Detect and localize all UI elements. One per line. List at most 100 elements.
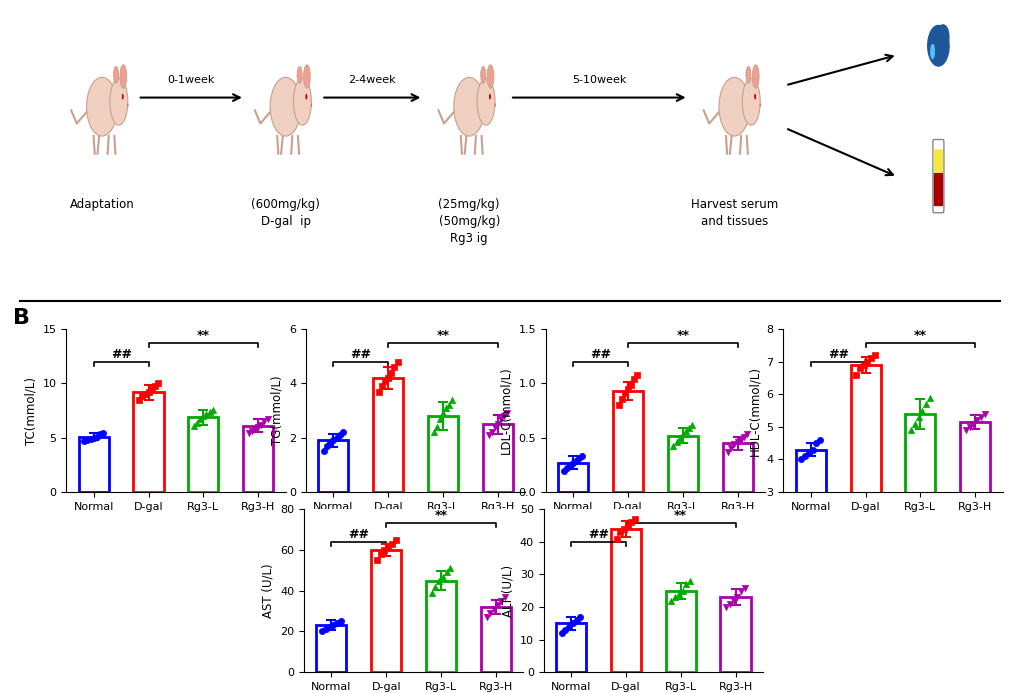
Point — [671, 432, 687, 444]
Point — [558, 463, 575, 474]
Point — [571, 453, 587, 464]
Point — [442, 563, 459, 574]
Point — [733, 585, 749, 596]
Ellipse shape — [293, 78, 311, 125]
Point — [623, 517, 639, 528]
Point — [425, 427, 441, 438]
Bar — [959, 422, 989, 590]
Point — [332, 616, 348, 627]
Bar — [243, 426, 273, 492]
Point — [83, 433, 99, 444]
Point — [804, 444, 820, 455]
Point — [492, 413, 508, 424]
Point — [968, 415, 984, 426]
Ellipse shape — [927, 26, 948, 66]
Point — [793, 454, 809, 465]
Point — [383, 538, 399, 550]
Point — [150, 378, 166, 389]
Point — [921, 392, 937, 403]
Text: Adaptation: Adaptation — [69, 198, 135, 211]
Point — [847, 369, 863, 380]
Point — [671, 588, 687, 599]
Bar — [480, 607, 511, 672]
Ellipse shape — [930, 44, 933, 58]
Point — [561, 459, 578, 471]
Point — [572, 611, 588, 622]
Text: 0-1week: 0-1week — [167, 76, 215, 85]
Point — [627, 514, 643, 525]
Point — [666, 592, 683, 603]
FancyBboxPatch shape — [932, 150, 943, 173]
Bar — [426, 581, 455, 672]
Point — [722, 442, 739, 453]
Point — [717, 602, 734, 613]
Ellipse shape — [453, 78, 484, 136]
Point — [619, 520, 635, 531]
Bar — [373, 378, 403, 492]
Point — [674, 429, 690, 440]
Ellipse shape — [487, 64, 493, 88]
Text: Harvest serum
and tissues: Harvest serum and tissues — [690, 198, 777, 228]
Point — [796, 450, 812, 462]
Text: **: ** — [676, 328, 689, 342]
Point — [902, 425, 918, 436]
Point — [565, 457, 581, 468]
Y-axis label: AST (U/L): AST (U/L) — [261, 563, 274, 618]
Text: ##: ## — [350, 347, 371, 360]
Point — [495, 410, 512, 421]
Ellipse shape — [477, 78, 494, 125]
Point — [434, 407, 450, 419]
Point — [195, 410, 211, 421]
Point — [486, 421, 502, 432]
Point — [319, 440, 335, 451]
Point — [322, 438, 338, 449]
Point — [444, 394, 461, 405]
Point — [86, 432, 102, 444]
Text: (25mg/kg)
(50mg/kg)
Rg3 ig: (25mg/kg) (50mg/kg) Rg3 ig — [438, 198, 499, 245]
Ellipse shape — [121, 94, 123, 100]
Point — [428, 421, 444, 432]
Point — [386, 362, 403, 373]
Ellipse shape — [110, 78, 127, 125]
Point — [862, 353, 878, 364]
Point — [316, 446, 332, 457]
Point — [372, 549, 388, 560]
Text: **: ** — [913, 328, 926, 342]
Bar — [482, 424, 513, 492]
Bar — [721, 444, 752, 492]
Point — [917, 398, 933, 410]
Bar — [189, 417, 218, 492]
Point — [130, 394, 147, 405]
Point — [144, 383, 160, 394]
Point — [678, 579, 694, 590]
Point — [331, 430, 347, 441]
Point — [314, 626, 330, 637]
Point — [253, 419, 269, 430]
Point — [664, 441, 681, 452]
Point — [677, 426, 693, 437]
Point — [662, 595, 679, 606]
Point — [482, 608, 498, 619]
Point — [626, 374, 642, 385]
Ellipse shape — [742, 78, 759, 125]
Point — [189, 417, 205, 428]
Point — [736, 582, 752, 593]
Ellipse shape — [113, 67, 118, 83]
Point — [611, 527, 628, 538]
Point — [147, 380, 163, 391]
Point — [383, 367, 399, 378]
Point — [680, 423, 696, 434]
Point — [574, 450, 590, 462]
Text: (600mg/kg)
D-gal  ip: (600mg/kg) D-gal ip — [251, 198, 320, 228]
Point — [368, 554, 384, 565]
Point — [725, 595, 741, 606]
Point — [555, 466, 572, 477]
Bar — [428, 416, 458, 492]
Ellipse shape — [753, 94, 755, 100]
Point — [560, 621, 577, 632]
Point — [389, 356, 406, 367]
Point — [374, 380, 390, 392]
Point — [565, 618, 581, 629]
Point — [493, 595, 510, 606]
Point — [478, 612, 494, 623]
